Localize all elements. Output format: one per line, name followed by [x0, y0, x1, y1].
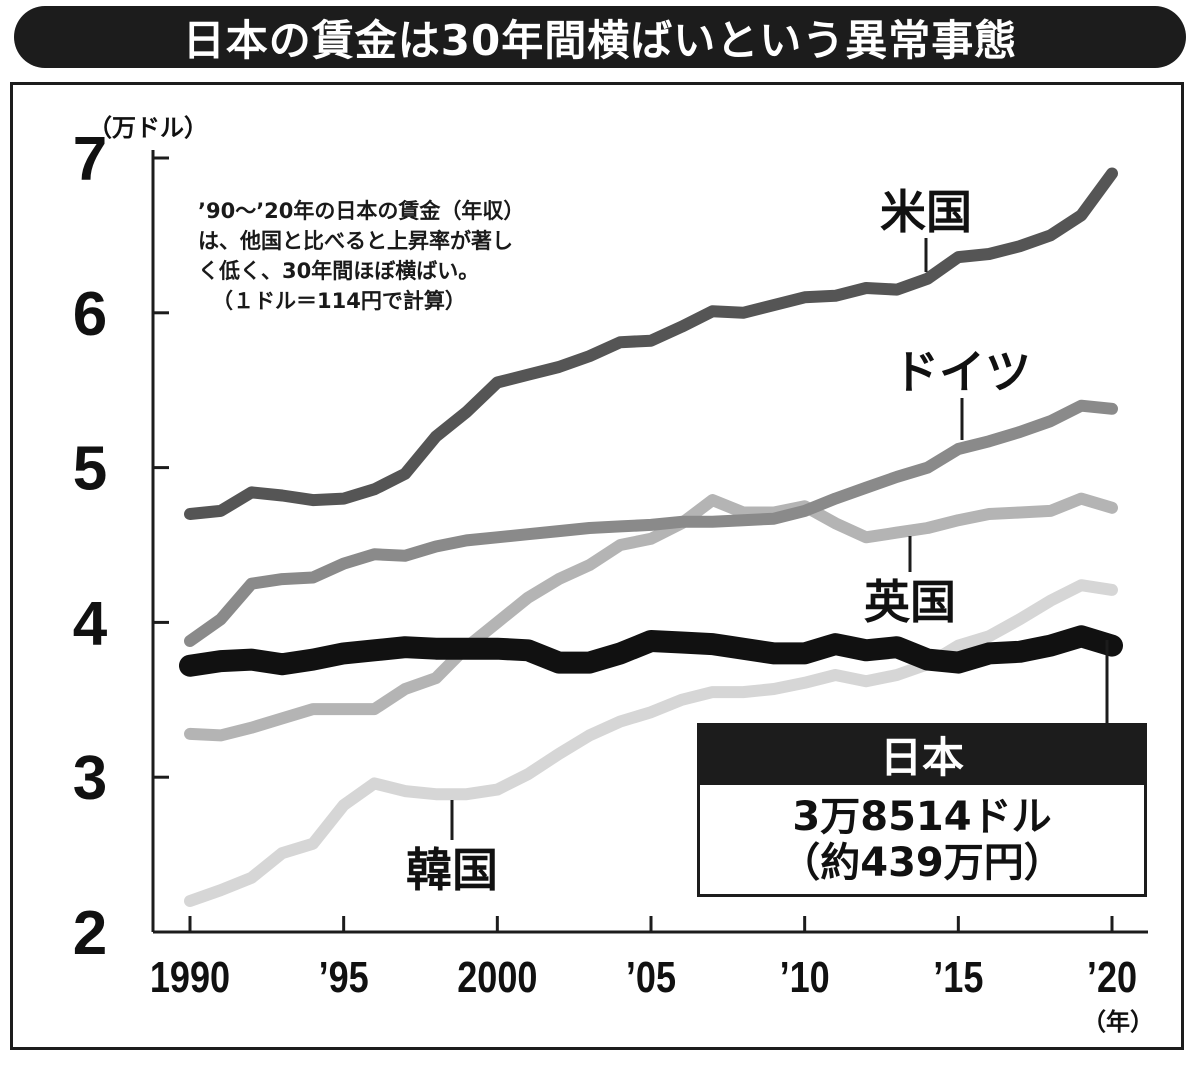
series-line-英国	[184, 492, 1118, 742]
series-label: 英国	[864, 575, 956, 629]
y-tick-label: 3	[73, 744, 107, 813]
japan-callout-heading: 日本	[697, 723, 1147, 785]
y-tick-label: 5	[73, 435, 107, 504]
title-banner: 日本の賃金は30年間横ばいという異常事態	[14, 6, 1186, 68]
note-line: は、他国と比べると上昇率が著し	[198, 229, 513, 253]
x-tick-label: 2000	[457, 953, 537, 1002]
x-tick-label: ’95	[319, 953, 369, 1002]
x-tick-label: ’10	[780, 953, 830, 1002]
series-line-日本	[179, 625, 1123, 677]
japan-wage-yen: （約439万円）	[780, 839, 1064, 886]
y-tick-label: 7	[73, 125, 107, 194]
annotation-note: ’90～’20年の日本の賃金（年収） は、他国と比べると上昇率が著し く低く、3…	[198, 196, 524, 316]
y-axis-unit-label: （万ドル）	[88, 114, 208, 142]
x-tick-label: ’20	[1087, 953, 1137, 1002]
note-line: ’90～’20年の日本の賃金（年収）	[198, 199, 525, 223]
note-line: （１ドル＝114円で計算）	[212, 289, 466, 313]
x-tick-label: ’05	[626, 953, 676, 1002]
japan-callout-box: 3万8514ドル （約439万円）	[697, 785, 1147, 897]
x-axis-unit-label: （年）	[1082, 1008, 1154, 1036]
note-line: く低く、30年間ほぼ横ばい。	[198, 259, 480, 283]
series-line-ドイツ	[184, 399, 1118, 647]
x-tick-label: ’15	[933, 953, 983, 1002]
y-tick-label: 2	[73, 899, 107, 968]
japan-wage-usd: 3万8514ドル	[792, 793, 1052, 840]
chart-frame	[10, 82, 1184, 1050]
series-label: 米国	[880, 185, 972, 239]
x-tick-label: 1990	[150, 953, 230, 1002]
series-label: 韓国	[406, 843, 498, 897]
series-line-韓国	[184, 579, 1118, 907]
chart-title: 日本の賃金は30年間横ばいという異常事態	[182, 15, 1018, 65]
y-tick-label: 4	[73, 589, 108, 658]
y-tick-label: 6	[73, 280, 107, 349]
series-line-米国	[184, 167, 1118, 520]
series-label: ドイツ	[893, 345, 1031, 399]
